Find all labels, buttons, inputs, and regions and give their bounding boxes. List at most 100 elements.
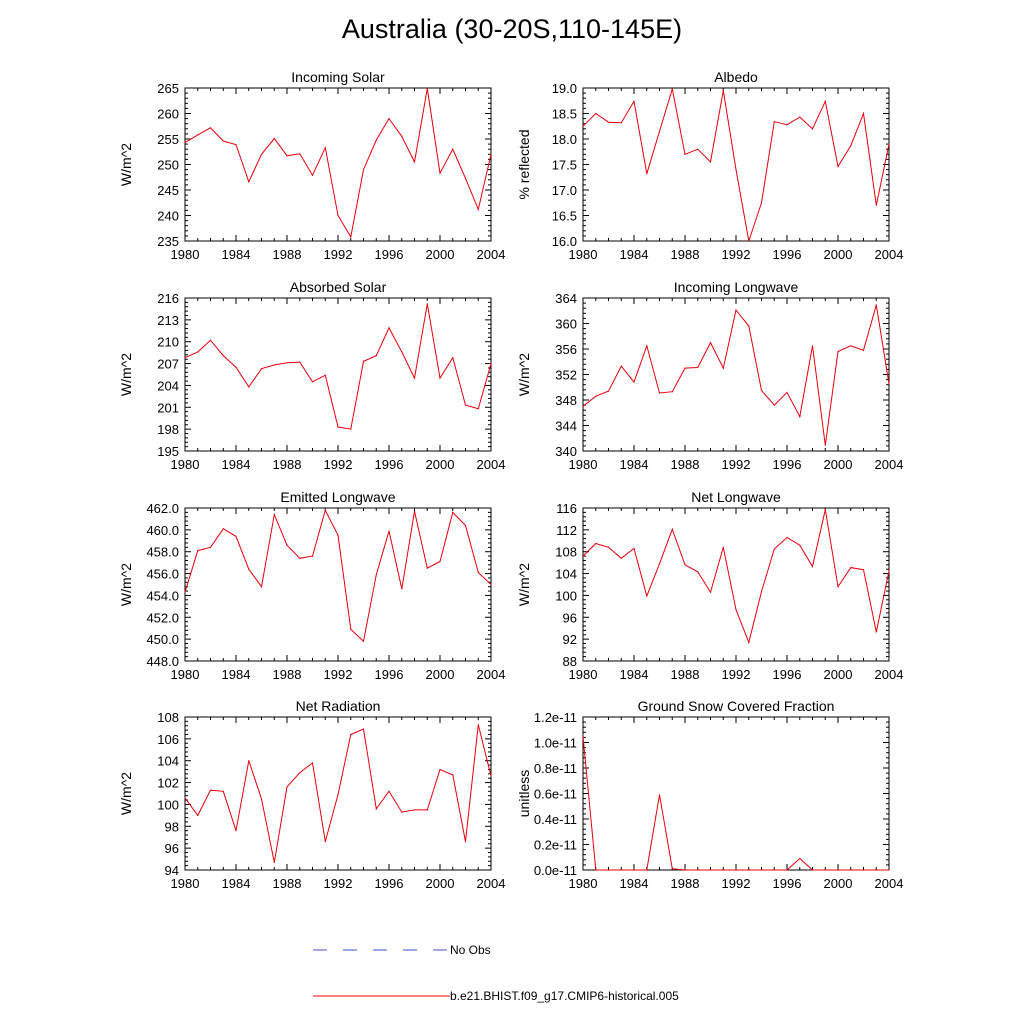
- panel-albedo-point-1994: [760, 202, 763, 204]
- panel-ground-snow-covered-fraction-point-1993: [748, 869, 750, 871]
- panel-ground-snow-covered-fraction-point-1989: [697, 869, 699, 871]
- panel-emitted-longwave-point-1988: [286, 544, 288, 546]
- panel-albedo-point-1987: [671, 88, 673, 90]
- panel-albedo-series-line: [582, 88, 890, 242]
- panel-net-radiation-point-1987: [273, 861, 275, 864]
- panel-emitted-longwave-xtick-label: 1996: [375, 667, 404, 682]
- panel-incoming-solar-point-1981: [197, 134, 199, 136]
- panel-emitted-longwave-ytick-label: 456.0: [146, 567, 179, 582]
- panel-absorbed-solar-ytick-label: 204: [157, 378, 179, 393]
- panel-albedo-xtick-label: 1988: [671, 247, 700, 262]
- panel-net-longwave-point-1988: [684, 564, 686, 566]
- panel-net-longwave-xtick-label: 2004: [875, 667, 904, 682]
- panel-net-longwave-xtick-label: 1988: [671, 667, 700, 682]
- panel-net-radiation-point-2004: [490, 775, 492, 777]
- panel-ground-snow-covered-fraction-point-1988: [684, 869, 686, 871]
- panel-emitted-longwave-xtick-label: 1984: [222, 667, 251, 682]
- panel-net-longwave-point-1987: [671, 528, 673, 530]
- panel-net-longwave-point-1997: [799, 544, 801, 546]
- panel-net-radiation-xtick-label: 1988: [273, 876, 302, 891]
- panel-net-radiation-series-line: [184, 724, 492, 863]
- panel-emitted-longwave-ytick-label: 454.0: [146, 588, 179, 603]
- panel-net-radiation-point-1989: [299, 772, 301, 774]
- panel-ground-snow-covered-fraction-point-1998: [811, 869, 814, 871]
- panel-emitted-longwave-ytick-label: 448.0: [146, 654, 179, 669]
- panel-absorbed-solar-point-1984: [235, 366, 237, 368]
- panel-net-longwave-xtick-label: 1980: [569, 667, 598, 682]
- panel-albedo-point-1996: [786, 124, 788, 126]
- panel-ground-snow-covered-fraction-point-1995: [773, 869, 775, 871]
- panel-absorbed-solar-point-1991: [324, 374, 326, 376]
- panel-net-longwave-frame: [582, 507, 890, 662]
- panel-incoming-longwave-ytick-label: 344: [555, 419, 577, 434]
- panel-net-radiation-xtick-label: 1980: [171, 876, 200, 891]
- panel-albedo-point-1984: [633, 100, 635, 102]
- panel-absorbed-solar-ytick-label: 210: [157, 335, 179, 350]
- panel-albedo-point-1981: [595, 112, 597, 115]
- panel-absorbed-solar-title: Absorbed Solar: [290, 279, 387, 295]
- panel-net-longwave-point-1995: [773, 548, 775, 550]
- panel-emitted-longwave-point-2002: [464, 524, 467, 527]
- panel-absorbed-solar-point-1989: [299, 361, 301, 363]
- panel-net-longwave-xtick-label: 1984: [620, 667, 649, 682]
- panel-incoming-longwave-ytick-label: 352: [555, 368, 577, 383]
- panel-net-radiation-point-1992: [337, 794, 339, 796]
- panel-net-radiation-point-1991: [324, 841, 326, 843]
- panel-net-radiation-ytick-label: 102: [157, 776, 179, 791]
- panel-ground-snow-covered-fraction-point-1992: [735, 869, 737, 871]
- panel-incoming-solar-point-2000: [439, 172, 441, 174]
- panel-emitted-longwave-point-1994: [362, 640, 365, 642]
- panel-albedo-ytick-label: 18.5: [552, 107, 577, 122]
- panel-incoming-longwave-point-1996: [786, 391, 788, 393]
- panel-albedo-point-1989: [697, 148, 699, 150]
- panel-incoming-solar-point-1988: [286, 155, 288, 157]
- panel-emitted-longwave-point-2001: [452, 511, 454, 513]
- panel-absorbed-solar-point-1996: [388, 327, 390, 329]
- panel-albedo-point-1991: [722, 90, 724, 92]
- panel-absorbed-solar-xtick-label: 1996: [375, 457, 404, 472]
- panel-incoming-longwave-point-1995: [773, 404, 775, 406]
- panel-incoming-longwave-xtick-label: 1996: [773, 457, 802, 472]
- panel-net-radiation-ytick-label: 104: [157, 754, 179, 769]
- panel-net-radiation-point-2001: [452, 774, 454, 776]
- panel-absorbed-solar-xtick-label: 1980: [171, 457, 200, 472]
- panel-net-radiation-point-1995: [375, 808, 377, 810]
- panel-incoming-longwave-ytick-label: 340: [555, 444, 577, 459]
- panel-incoming-longwave-series-line: [582, 304, 890, 446]
- panel-albedo-title: Albedo: [714, 69, 758, 85]
- panel-net-longwave-point-1985: [646, 595, 648, 597]
- panel-incoming-longwave: Incoming Longwave W/m^2 1980 1984 1988 1992 19…: [516, 279, 903, 472]
- panel-net-radiation-point-1999: [426, 809, 428, 811]
- panel-emitted-longwave-point-1980: [184, 591, 186, 593]
- panel-incoming-solar-point-1984: [235, 144, 237, 146]
- panel-emitted-longwave-point-2003: [477, 571, 479, 574]
- panel-absorbed-solar-xtick-label: 1992: [324, 457, 353, 472]
- panel-emitted-longwave-point-1982: [209, 546, 212, 548]
- panel-ground-snow-covered-fraction-point-1981: [595, 869, 597, 871]
- panel-albedo-ytick-label: 16.5: [552, 209, 577, 224]
- panel-net-longwave-point-1982: [607, 546, 610, 548]
- panel-net-longwave-point-1992: [735, 609, 737, 611]
- panel-incoming-longwave-point-2001: [850, 345, 852, 347]
- panel-albedo-point-2003: [875, 204, 877, 206]
- panel-incoming-solar-ytick-label: 250: [157, 158, 179, 173]
- legend-obs-label: No Obs: [450, 943, 491, 957]
- panel-ground-snow-covered-fraction-frame: [582, 716, 890, 871]
- panel-net-longwave-title: Net Longwave: [691, 489, 781, 505]
- panel-emitted-longwave-point-1986: [260, 586, 263, 588]
- panel-emitted-longwave-point-1999: [426, 567, 428, 569]
- panel-ground-snow-covered-fraction-xtick-label: 1984: [620, 876, 649, 891]
- panel-emitted-longwave-xtick-label: 1980: [171, 667, 200, 682]
- panel-emitted-longwave-point-1998: [413, 510, 416, 512]
- panel-incoming-solar-xtick-label: 2000: [426, 247, 455, 262]
- panel-incoming-solar-series-line: [184, 88, 492, 239]
- panel-ground-snow-covered-fraction-xtick-label: 2000: [824, 876, 853, 891]
- panel-incoming-solar-point-1995: [375, 139, 377, 141]
- panel-incoming-solar-xtick-label: 1984: [222, 247, 251, 262]
- panel-ground-snow-covered-fraction-point-2003: [875, 869, 877, 871]
- panel-emitted-longwave-point-1997: [401, 588, 403, 590]
- legend: No Obs b.e21.BHIST.f09_g17.CMIP6-histori…: [313, 943, 679, 1003]
- panel-net-longwave-point-1986: [658, 563, 661, 565]
- panel-net-radiation-xtick-label: 1984: [222, 876, 251, 891]
- panel-emitted-longwave-xtick-label: 1988: [273, 667, 302, 682]
